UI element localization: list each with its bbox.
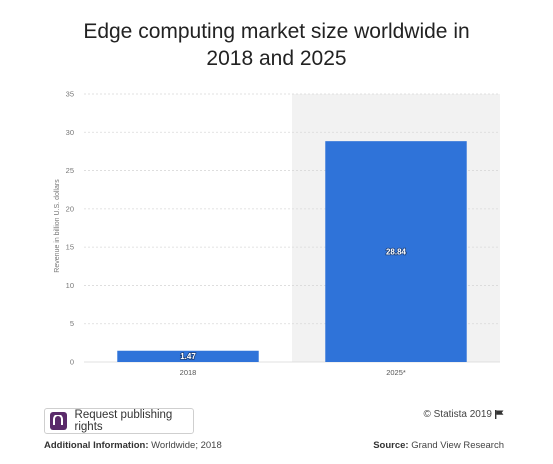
chart-title: Edge computing market size worldwide in …	[20, 18, 533, 72]
publish-label: Request publishing rights	[74, 409, 173, 433]
x-tick-label: 2025*	[386, 368, 406, 377]
statista-logo-icon	[50, 412, 67, 430]
statista-credit: © Statista 2019	[423, 409, 504, 420]
additional-information: Additional Information: Worldwide; 2018	[44, 440, 222, 451]
data-label: 28.84	[386, 248, 407, 257]
x-tick-label: 2018	[180, 368, 197, 377]
y-tick-label: 30	[66, 128, 74, 137]
chart-title-line-2: 2018 and 2025	[206, 47, 347, 70]
y-tick-label: 25	[66, 166, 74, 175]
chart-title-line-1: Edge computing market size worldwide in	[83, 20, 470, 43]
additional-info-value: Worldwide; 2018	[151, 440, 222, 451]
bar	[117, 350, 259, 362]
additional-info-label: Additional Information:	[44, 440, 149, 451]
bar	[325, 141, 467, 362]
flag-icon[interactable]	[495, 410, 504, 419]
data-label: 1.47	[180, 352, 196, 361]
y-tick-label: 5	[70, 319, 74, 328]
bar-chart: 0 5 10 15 20 25 30 35 1.47 28.84 2018 2025* Reven…	[54, 90, 500, 377]
source-value: Grand View Research	[411, 440, 504, 451]
request-publishing-rights-button[interactable]: Request publishing rights	[44, 408, 194, 434]
source-label: Source:	[373, 440, 409, 451]
credit-text: © Statista 2019	[423, 409, 492, 420]
y-tick-label: 15	[66, 243, 74, 252]
y-axis-label: Revenue in billion U.S. dollars	[54, 179, 61, 273]
y-tick-label: 20	[66, 204, 74, 213]
y-tick-label: 0	[70, 358, 74, 367]
y-tick-label: 35	[66, 90, 74, 99]
y-tick-label: 10	[66, 281, 74, 290]
source-info: Source: Grand View Research	[373, 440, 504, 451]
